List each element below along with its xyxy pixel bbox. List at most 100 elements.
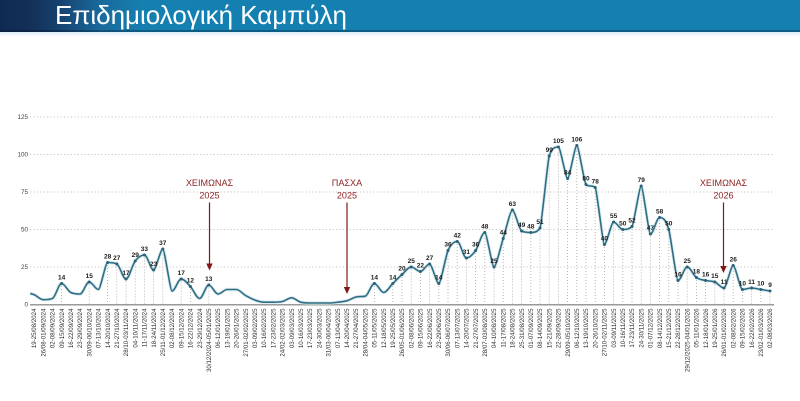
svg-text:50: 50 [21,227,29,234]
svg-text:02-08/12/2024: 02-08/12/2024 [169,308,176,348]
svg-text:79: 79 [638,177,646,184]
svg-text:16: 16 [674,272,682,279]
svg-text:15-21/12/2025: 15-21/12/2025 [666,308,673,348]
svg-text:55: 55 [610,213,618,220]
svg-text:30/09-06/10/2024: 30/09-06/10/2024 [86,308,93,357]
svg-text:16-22/09/2024: 16-22/09/2024 [68,308,75,348]
svg-text:0: 0 [24,302,28,309]
svg-text:50: 50 [665,221,673,228]
svg-text:9: 9 [768,282,772,289]
svg-text:02-08/06/2025: 02-08/06/2025 [408,308,415,348]
svg-text:ΧΕΙΜΩΝΑΣ: ΧΕΙΜΩΝΑΣ [700,178,748,188]
svg-text:2026: 2026 [713,191,733,201]
svg-text:29/12/2025-04/01/2026: 29/12/2025-04/01/2026 [684,308,691,372]
svg-text:75: 75 [21,189,29,196]
svg-text:14-20/10/2024: 14-20/10/2024 [105,308,112,348]
svg-text:22-28/09/2025: 22-28/09/2025 [556,308,563,348]
svg-text:09-15/06/2025: 09-15/06/2025 [418,308,425,348]
svg-text:02-08/09/2024: 02-08/09/2024 [50,308,57,348]
svg-text:30/06-06/07/2025: 30/06-06/07/2025 [445,308,452,357]
svg-text:29/09-05/10/2025: 29/09-05/10/2025 [565,308,572,357]
svg-text:20-26/10/2025: 20-26/10/2025 [592,308,599,348]
svg-text:18-24/11/2024: 18-24/11/2024 [151,308,158,348]
svg-text:25/11-01/12/2024: 25/11-01/12/2024 [160,308,167,356]
svg-text:09-15/09/2024: 09-15/09/2024 [59,308,66,348]
svg-text:58: 58 [656,209,664,216]
svg-text:49: 49 [518,222,526,229]
svg-text:17: 17 [122,270,130,277]
svg-text:04-10/11/2024: 04-10/11/2024 [132,308,139,348]
svg-text:08-14/12/2025: 08-14/12/2025 [657,308,664,348]
svg-text:17-23/02/2025: 17-23/02/2025 [270,308,277,348]
svg-text:14: 14 [58,275,66,282]
svg-text:21-27/04/2025: 21-27/04/2025 [353,308,360,348]
svg-text:36: 36 [444,242,452,249]
svg-text:25-31/08/2025: 25-31/08/2025 [519,308,526,348]
svg-text:42: 42 [454,233,462,240]
svg-text:63: 63 [509,201,517,208]
svg-text:2025: 2025 [199,191,219,201]
svg-text:25: 25 [408,258,416,265]
svg-text:14-20/07/2025: 14-20/07/2025 [464,308,471,348]
svg-text:20-26/01/2025: 20-26/01/2025 [234,308,241,348]
svg-text:23-29/12/2024: 23-29/12/2024 [197,308,204,348]
svg-text:12-18/01/2026: 12-18/01/2026 [703,308,710,348]
svg-text:06-12/10/2025: 06-12/10/2025 [574,308,581,348]
svg-text:11-17/11/2024: 11-17/11/2024 [142,308,149,347]
svg-text:48: 48 [527,224,535,231]
svg-text:25: 25 [21,264,29,271]
svg-text:28: 28 [104,254,112,261]
svg-text:18: 18 [693,269,701,276]
svg-text:17-23/11/2025: 17-23/11/2025 [629,308,636,348]
svg-text:44: 44 [500,230,508,237]
svg-text:16-22/12/2024: 16-22/12/2024 [188,308,195,348]
svg-text:26/01-01/02/2026: 26/01-01/02/2026 [721,308,728,357]
svg-text:26: 26 [730,257,738,264]
svg-text:12-18/05/2025: 12-18/05/2025 [381,308,388,348]
svg-text:11-17/08/2025: 11-17/08/2025 [500,308,507,348]
svg-text:11: 11 [748,279,755,286]
svg-text:50: 50 [619,221,627,228]
svg-text:27: 27 [113,255,121,262]
svg-text:ΧΕΙΜΩΝΑΣ: ΧΕΙΜΩΝΑΣ [186,178,234,188]
svg-text:23/02-01/03/2026: 23/02-01/03/2026 [758,308,765,357]
svg-text:28/07-03/08/2025: 28/07-03/08/2025 [482,308,489,357]
svg-text:24/02-02/03/2025: 24/02-02/03/2025 [280,308,287,357]
svg-text:02-08/02/2026: 02-08/02/2026 [730,308,737,348]
svg-text:07-13/07/2025: 07-13/07/2025 [454,308,461,348]
svg-text:23: 23 [150,261,158,268]
svg-text:27: 27 [426,255,434,262]
svg-text:27/10-02/11/2025: 27/10-02/11/2025 [602,308,609,356]
svg-text:ΠΑΣΧΑ: ΠΑΣΧΑ [332,178,363,188]
svg-text:16: 16 [702,272,710,279]
svg-text:13-19/10/2025: 13-19/10/2025 [583,308,590,348]
svg-text:30/12/2024-05/01/2025: 30/12/2024-05/01/2025 [206,308,213,372]
svg-text:17: 17 [178,270,186,277]
svg-text:22: 22 [417,263,425,270]
svg-text:03-09/11/2025: 03-09/11/2025 [611,308,618,348]
svg-text:31: 31 [463,249,471,256]
svg-text:21-27/07/2025: 21-27/07/2025 [473,308,480,348]
svg-text:10-16/02/2025: 10-16/02/2025 [261,308,268,348]
svg-text:23-29/09/2024: 23-29/09/2024 [77,308,84,348]
svg-text:04-10/08/2025: 04-10/08/2025 [491,308,498,348]
svg-text:10-16/03/2025: 10-16/03/2025 [298,308,305,348]
svg-text:18-24/08/2025: 18-24/08/2025 [510,308,517,348]
svg-text:19-25/08/2024: 19-25/08/2024 [31,308,38,348]
svg-text:05-11/01/2026: 05-11/01/2026 [694,308,701,348]
svg-text:21-27/10/2024: 21-27/10/2024 [114,308,121,348]
svg-text:36: 36 [472,242,480,249]
svg-text:47: 47 [647,225,655,232]
svg-text:19-25/05/2025: 19-25/05/2025 [390,308,397,348]
svg-text:2025: 2025 [337,191,357,201]
svg-text:33: 33 [141,246,149,253]
svg-text:100: 100 [17,152,28,159]
svg-text:03-09/03/2025: 03-09/03/2025 [289,308,296,348]
svg-text:37: 37 [159,240,167,247]
svg-text:125: 125 [17,114,28,121]
svg-text:14: 14 [435,275,443,282]
svg-text:24-30/03/2025: 24-30/03/2025 [316,308,323,348]
svg-text:16-22/06/2025: 16-22/06/2025 [427,308,434,348]
svg-text:06-12/01/2025: 06-12/01/2025 [215,308,222,348]
svg-text:27/01-02/02/2025: 27/01-02/02/2025 [243,308,250,357]
